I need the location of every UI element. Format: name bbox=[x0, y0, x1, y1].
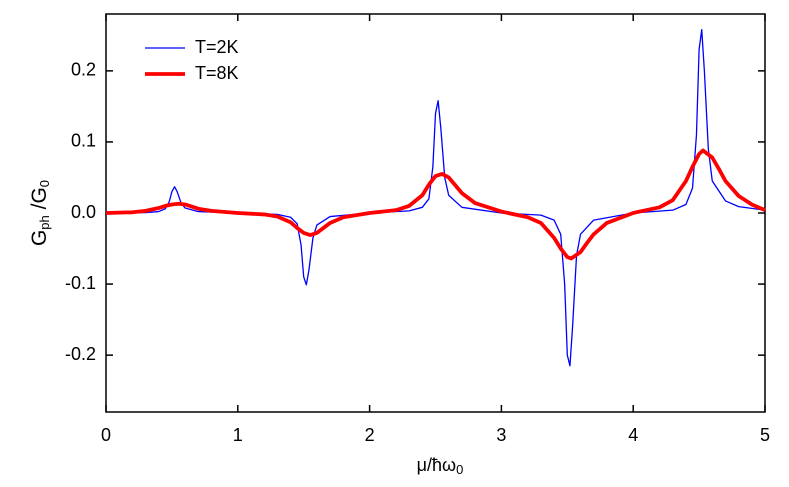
y-axis-label: Gph /G0 bbox=[28, 180, 53, 246]
y-tick-label: 0.0 bbox=[71, 202, 96, 222]
legend-label: T=2K bbox=[195, 37, 239, 57]
series-line bbox=[105, 28, 766, 367]
x-tick-label: 2 bbox=[365, 425, 375, 445]
y-tick-label: -0.2 bbox=[65, 344, 96, 364]
legend-label: T=8K bbox=[195, 63, 239, 83]
x-tick-label: 0 bbox=[101, 425, 111, 445]
x-axis-label: μ/ħω0 bbox=[417, 455, 464, 478]
x-tick-label: 4 bbox=[628, 425, 638, 445]
x-tick-label: 1 bbox=[233, 425, 243, 445]
x-tick-label: 5 bbox=[760, 425, 770, 445]
series-line bbox=[105, 148, 766, 261]
y-tick-label: 0.1 bbox=[71, 131, 96, 151]
y-tick-label: 0.2 bbox=[71, 60, 96, 80]
x-tick-label: 3 bbox=[496, 425, 506, 445]
y-tick-label: -0.1 bbox=[65, 273, 96, 293]
